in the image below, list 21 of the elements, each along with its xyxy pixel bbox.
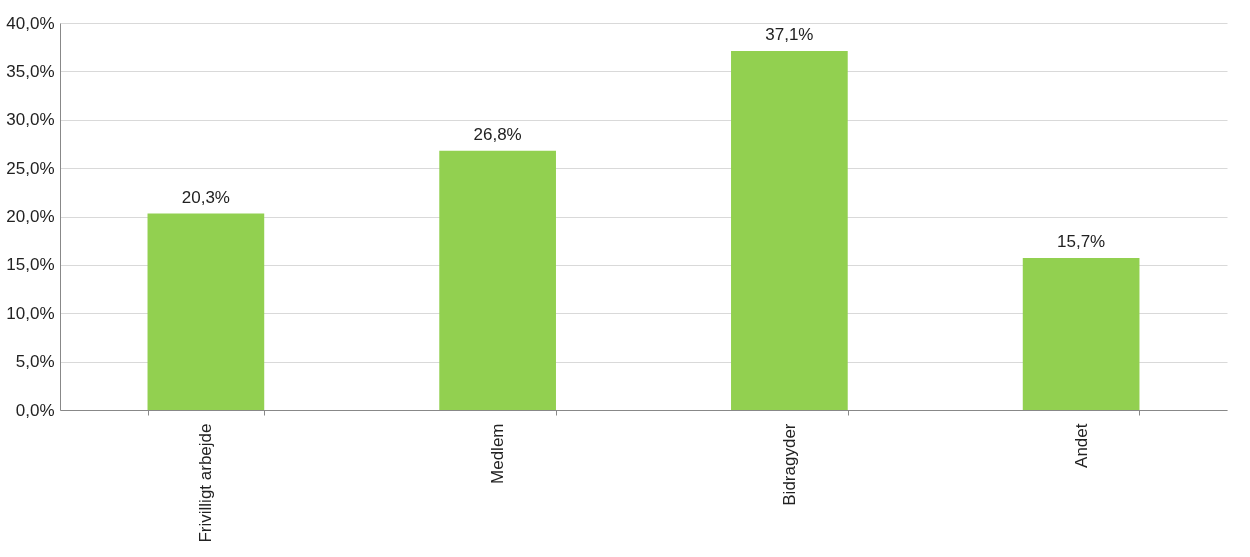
bar — [1022, 258, 1140, 410]
data-label: 15,7% — [1057, 232, 1106, 252]
y-tick-label: 35,0% — [6, 61, 55, 81]
data-label: 26,8% — [473, 124, 522, 144]
bar — [731, 51, 848, 410]
y-tick-label: 0,0% — [15, 400, 55, 420]
data-label: 20,3% — [181, 187, 230, 207]
x-tick-label: Andet — [1071, 423, 1091, 468]
bar — [439, 150, 556, 410]
bar — [147, 213, 265, 410]
data-label: 37,1% — [765, 25, 814, 45]
x-tick-label: Medlem — [488, 423, 508, 484]
y-tick-label: 25,0% — [6, 158, 55, 178]
y-tick-label: 20,0% — [6, 207, 55, 226]
y-tick-label: 40,0% — [6, 13, 55, 33]
x-tick-label: Frivilligt arbejde — [196, 423, 216, 543]
x-tick-label: Bidragyder — [779, 423, 799, 506]
y-tick-label: 15,0% — [6, 255, 55, 275]
y-tick-label: 30,0% — [6, 110, 55, 130]
y-tick-label: 5,0% — [15, 352, 55, 372]
y-tick-label: 10,0% — [6, 303, 55, 323]
